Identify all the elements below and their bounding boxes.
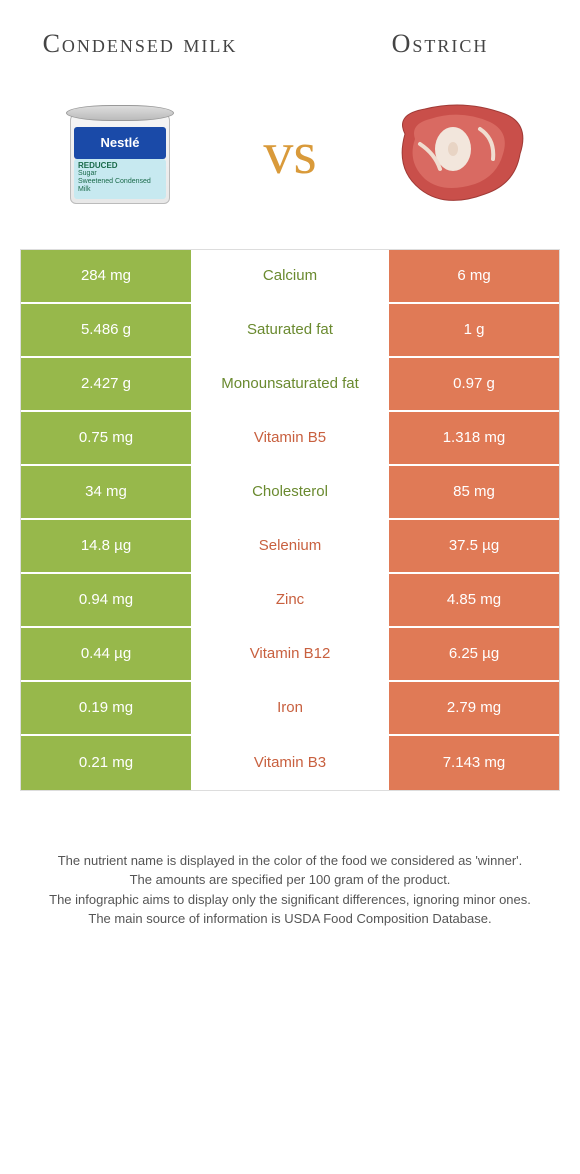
ostrich-meat-icon xyxy=(385,94,535,214)
table-row: 0.75 mgVitamin B51.318 mg xyxy=(21,412,559,466)
nutrient-name: Vitamin B3 xyxy=(191,736,389,790)
can-brand-label: Nestlé xyxy=(74,127,166,159)
table-row: 14.8 µgSelenium37.5 µg xyxy=(21,520,559,574)
left-value: 284 mg xyxy=(21,250,191,302)
nutrient-name: Selenium xyxy=(191,520,389,572)
condensed-milk-icon: Nestlé REDUCED Sugar Sweetened Condensed… xyxy=(60,99,180,209)
right-value: 1.318 mg xyxy=(389,412,559,464)
right-value: 7.143 mg xyxy=(389,736,559,790)
right-value: 6.25 µg xyxy=(389,628,559,680)
right-value: 1 g xyxy=(389,304,559,356)
table-row: 34 mgCholesterol85 mg xyxy=(21,466,559,520)
left-image: Nestlé REDUCED Sugar Sweetened Condensed… xyxy=(40,89,200,219)
vs-label: vs xyxy=(263,119,316,188)
table-row: 0.94 mgZinc4.85 mg xyxy=(21,574,559,628)
nutrient-name: Cholesterol xyxy=(191,466,389,518)
can-band-top: REDUCED xyxy=(78,161,118,170)
title-left: Condensed milk xyxy=(40,30,240,59)
left-value: 5.486 g xyxy=(21,304,191,356)
table-row: 0.21 mgVitamin B37.143 mg xyxy=(21,736,559,790)
nutrient-name: Monounsaturated fat xyxy=(191,358,389,410)
right-value: 4.85 mg xyxy=(389,574,559,626)
right-value: 6 mg xyxy=(389,250,559,302)
left-value: 2.427 g xyxy=(21,358,191,410)
nutrient-name: Vitamin B12 xyxy=(191,628,389,680)
can-band-label: REDUCED Sugar Sweetened Condensed Milk xyxy=(74,159,166,199)
table-row: 0.44 µgVitamin B126.25 µg xyxy=(21,628,559,682)
images-row: Nestlé REDUCED Sugar Sweetened Condensed… xyxy=(0,79,580,249)
left-value: 0.44 µg xyxy=(21,628,191,680)
footer-line-4: The main source of information is USDA F… xyxy=(30,909,550,929)
table-row: 0.19 mgIron2.79 mg xyxy=(21,682,559,736)
right-value: 2.79 mg xyxy=(389,682,559,734)
header: Condensed milk Ostrich xyxy=(0,0,580,79)
nutrient-name: Saturated fat xyxy=(191,304,389,356)
left-value: 14.8 µg xyxy=(21,520,191,572)
footer-line-1: The nutrient name is displayed in the co… xyxy=(30,851,550,871)
nutrient-table: 284 mgCalcium6 mg5.486 gSaturated fat1 g… xyxy=(20,249,560,791)
footer-line-3: The infographic aims to display only the… xyxy=(30,890,550,910)
table-row: 2.427 gMonounsaturated fat0.97 g xyxy=(21,358,559,412)
nutrient-name: Vitamin B5 xyxy=(191,412,389,464)
nutrient-name: Calcium xyxy=(191,250,389,302)
right-value: 0.97 g xyxy=(389,358,559,410)
right-value: 37.5 µg xyxy=(389,520,559,572)
nutrient-name: Zinc xyxy=(191,574,389,626)
can-band-sub: Sugar Sweetened Condensed Milk xyxy=(78,170,151,192)
left-value: 0.21 mg xyxy=(21,736,191,790)
footer-notes: The nutrient name is displayed in the co… xyxy=(30,851,550,929)
left-value: 0.75 mg xyxy=(21,412,191,464)
nutrient-name: Iron xyxy=(191,682,389,734)
left-value: 34 mg xyxy=(21,466,191,518)
table-row: 5.486 gSaturated fat1 g xyxy=(21,304,559,358)
table-row: 284 mgCalcium6 mg xyxy=(21,250,559,304)
right-value: 85 mg xyxy=(389,466,559,518)
left-value: 0.94 mg xyxy=(21,574,191,626)
left-value: 0.19 mg xyxy=(21,682,191,734)
right-image xyxy=(380,89,540,219)
footer-line-2: The amounts are specified per 100 gram o… xyxy=(30,870,550,890)
title-right: Ostrich xyxy=(340,30,540,59)
